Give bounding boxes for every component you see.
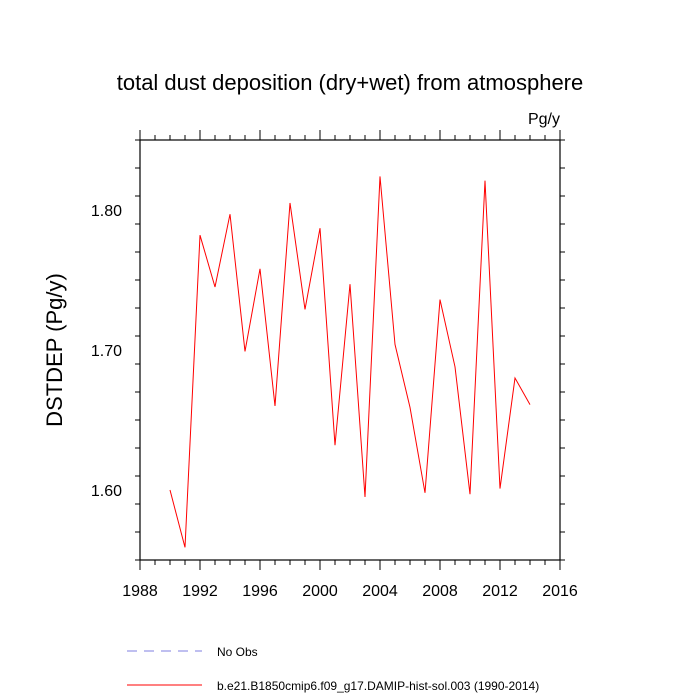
plot-frame — [139, 139, 561, 561]
y-axis: 1.60 1.70 1.80 — [91, 139, 565, 561]
x-tick-label: 1992 — [182, 583, 218, 600]
chart-title: total dust deposition (dry+wet) from atm… — [117, 70, 584, 95]
legend: No Obs b.e21.B1850cmip6.f09_g17.DAMIP-hi… — [127, 645, 539, 693]
legend-label-model: b.e21.B1850cmip6.f09_g17.DAMIP-hist-sol.… — [217, 679, 539, 693]
x-axis: 1988 1992 1996 2000 2004 2008 2012 2016 — [122, 130, 578, 600]
y-tick-label: 1.70 — [91, 343, 122, 360]
x-tick-label: 2016 — [542, 583, 578, 600]
series-line-0 — [169, 176, 531, 548]
y-tick-label: 1.80 — [91, 203, 122, 220]
y-axis-label: DSTDEP (Pg/y) — [42, 273, 67, 427]
x-tick-label: 2004 — [362, 583, 398, 600]
legend-label-no-obs: No Obs — [217, 645, 258, 659]
x-tick-label: 1988 — [122, 583, 158, 600]
y-tick-label: 1.60 — [91, 483, 122, 500]
x-tick-label: 2012 — [482, 583, 518, 600]
x-tick-label: 1996 — [242, 583, 278, 600]
units-label: Pg/y — [528, 111, 560, 128]
x-tick-label: 2008 — [422, 583, 458, 600]
x-tick-label: 2000 — [302, 583, 338, 600]
series-layer — [169, 176, 531, 548]
